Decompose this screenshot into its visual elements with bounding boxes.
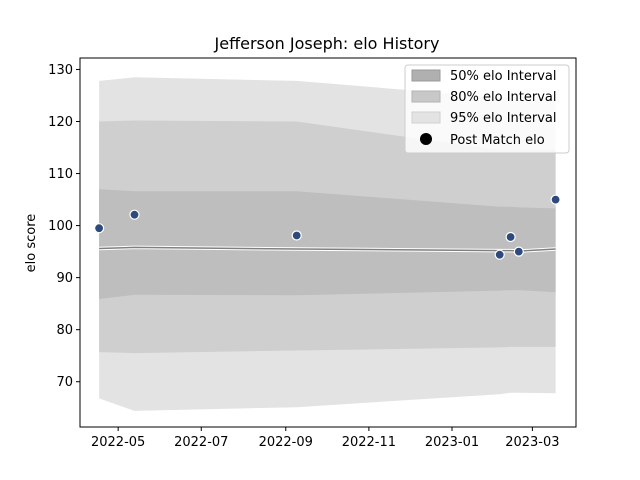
x-tick-label: 2023-03 xyxy=(505,435,559,450)
legend-label-50: 50% elo Interval xyxy=(450,69,557,84)
post-match-point xyxy=(505,231,516,243)
axis-ticks: 70 80 90 100 110 120 130 2022-05 2022-07 2022-09 2… xyxy=(48,63,559,450)
legend-swatch-50 xyxy=(411,69,441,82)
post-match-point xyxy=(93,223,105,234)
post-match-point xyxy=(550,194,561,205)
x-tick-label: 2022-09 xyxy=(259,435,313,450)
y-tick-label: 80 xyxy=(56,323,73,338)
y-tick-label: 90 xyxy=(56,271,73,286)
post-match-point xyxy=(291,230,302,241)
legend-swatch-80 xyxy=(411,90,441,103)
x-tick-label: 2022-11 xyxy=(342,435,396,450)
post-match-point xyxy=(513,246,524,257)
y-tick-label: 120 xyxy=(48,115,73,130)
chart-title: Jefferson Joseph: elo History xyxy=(214,34,440,53)
legend-label-post-match: Post Match elo xyxy=(450,133,545,148)
y-axis-label: elo score xyxy=(24,214,39,273)
plot-frame xyxy=(79,57,577,428)
legend: 50% elo Interval 80% elo Interval 95% el… xyxy=(404,64,570,154)
plot-area xyxy=(93,77,561,411)
y-tick-label: 130 xyxy=(48,63,73,78)
y-tick-label: 70 xyxy=(56,375,73,390)
post-match-point xyxy=(494,249,505,260)
x-tick-label: 2023-01 xyxy=(425,435,479,450)
x-tick-label: 2022-05 xyxy=(91,435,145,450)
y-tick-label: 110 xyxy=(48,167,73,182)
legend-swatch-95 xyxy=(411,111,441,124)
legend-marker-post-match xyxy=(420,133,432,145)
x-tick-label: 2022-07 xyxy=(174,435,228,450)
legend-label-80: 80% elo Interval xyxy=(450,90,557,105)
legend-box xyxy=(404,64,570,154)
post-match-point xyxy=(129,209,140,220)
y-tick-label: 100 xyxy=(48,219,73,234)
band-50-interval xyxy=(99,189,556,299)
legend-label-95: 95% elo Interval xyxy=(450,111,557,126)
